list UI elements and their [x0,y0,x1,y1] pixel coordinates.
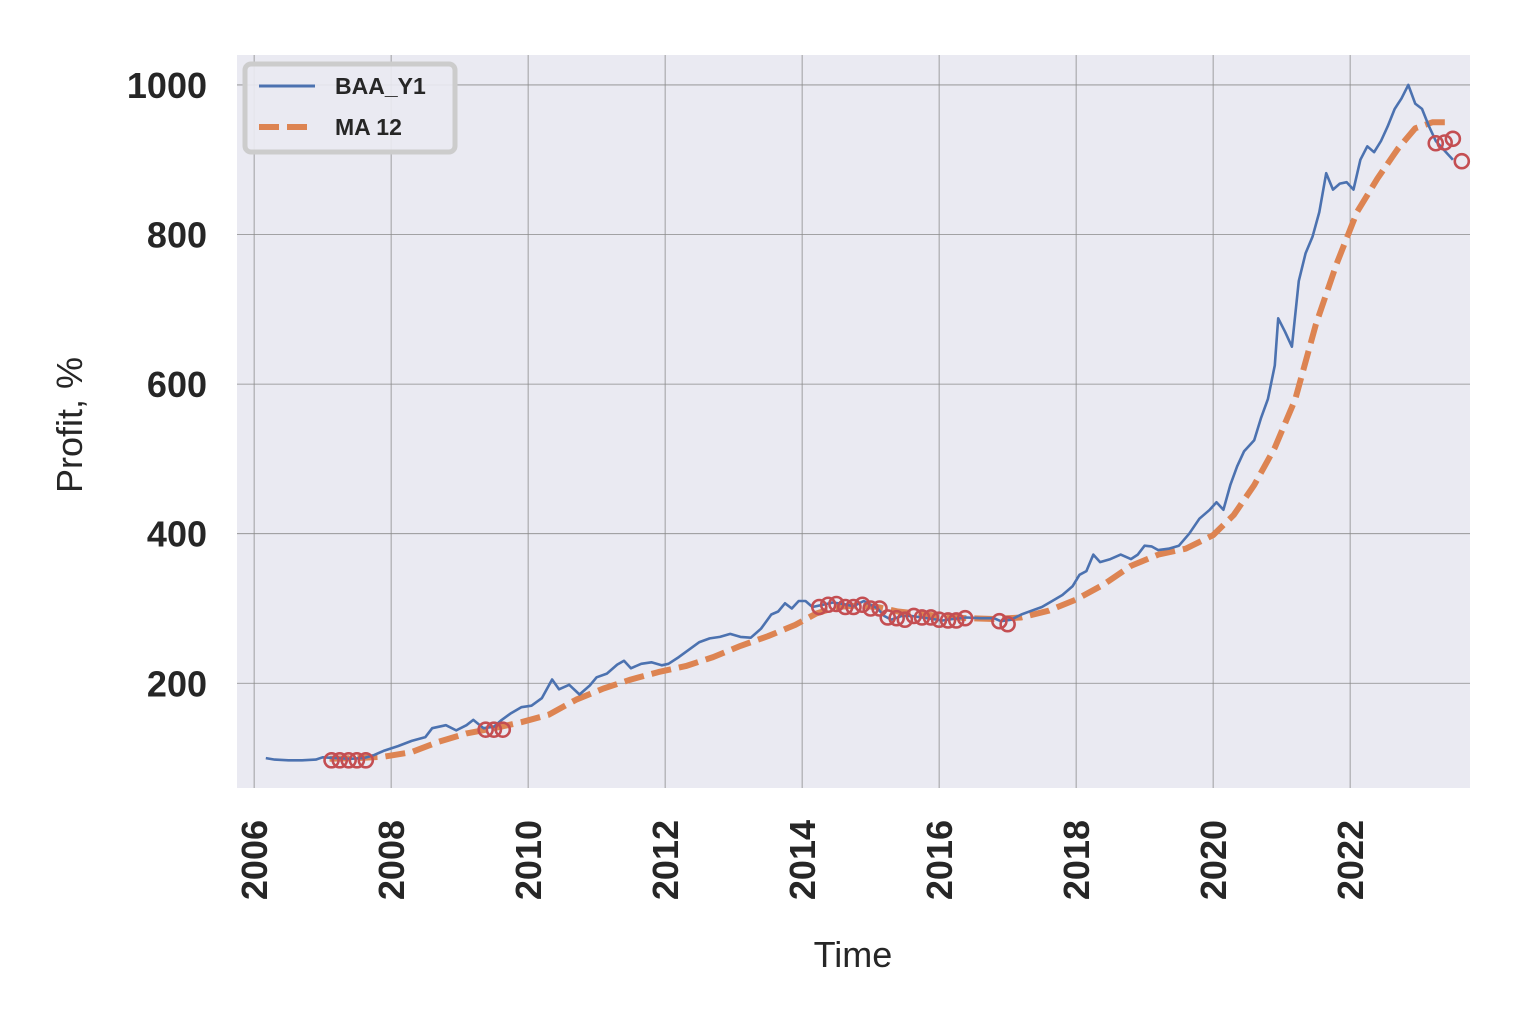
x-tick-label: 2018 [1056,820,1097,900]
highlight-marker [905,607,923,625]
highlight-marker [888,609,905,627]
series-ma-12-line [329,119,1450,762]
highlight-marker [913,609,931,626]
highlight-marker [348,752,366,769]
legend-label-baa-y1: BAA_Y1 [335,73,426,99]
highlight-marker [494,721,512,738]
highlight-marker [879,609,897,626]
highlight-marker [999,615,1016,633]
x-tick-label: 2014 [782,820,823,900]
x-tick-label: 2012 [645,820,686,900]
highlight-marker [922,609,940,626]
highlight-marker [828,595,845,613]
highlight-marker [485,721,503,738]
y-tick-label: 200 [147,663,207,704]
legend-label-ma-12: MA 12 [335,114,402,140]
y-tick-label: 800 [147,215,207,256]
highlight-marker [854,596,871,614]
y-tick-labels: 200 400 600 800 1000 [127,65,207,704]
highlight-marker [871,600,888,617]
highlight-marker [836,598,854,616]
y-tick-label: 600 [147,364,207,405]
grid-lines [237,55,1470,788]
highlight-markers [323,130,1471,769]
y-tick-label: 1000 [127,65,207,106]
y-tick-label: 400 [147,514,207,555]
x-tick-labels: 2006 2008 2010 2012 2014 2016 2018 2020 2022 [234,820,1371,900]
x-tick-label: 2020 [1193,820,1234,900]
highlight-marker [991,612,1008,630]
highlight-marker [896,611,914,629]
highlight-marker [357,752,375,769]
highlight-marker [1453,152,1471,170]
highlight-marker [947,612,965,629]
x-tick-label: 2008 [371,820,412,900]
x-tick-label: 2016 [919,820,960,900]
highlight-marker [819,596,837,614]
highlight-marker [1444,130,1462,148]
highlight-marker [340,752,357,769]
highlight-marker [845,598,862,616]
x-tick-label: 2022 [1330,820,1371,900]
highlight-marker [862,600,879,617]
highlight-marker [956,609,974,627]
x-tick-label: 2010 [508,820,549,900]
highlight-marker [323,752,340,769]
x-tick-label: 2006 [234,820,275,900]
x-axis-label: Time [814,934,893,975]
highlight-marker [477,721,494,738]
y-axis-label: Profit, % [49,357,90,493]
highlight-marker [1436,134,1453,151]
legend: BAA_Y1 MA 12 [242,61,458,155]
highlight-marker [939,612,957,629]
highlight-marker [810,598,828,616]
highlight-marker [930,611,948,629]
plot-background [237,55,1470,788]
highlight-marker [331,752,349,769]
highlight-marker [1427,134,1445,152]
